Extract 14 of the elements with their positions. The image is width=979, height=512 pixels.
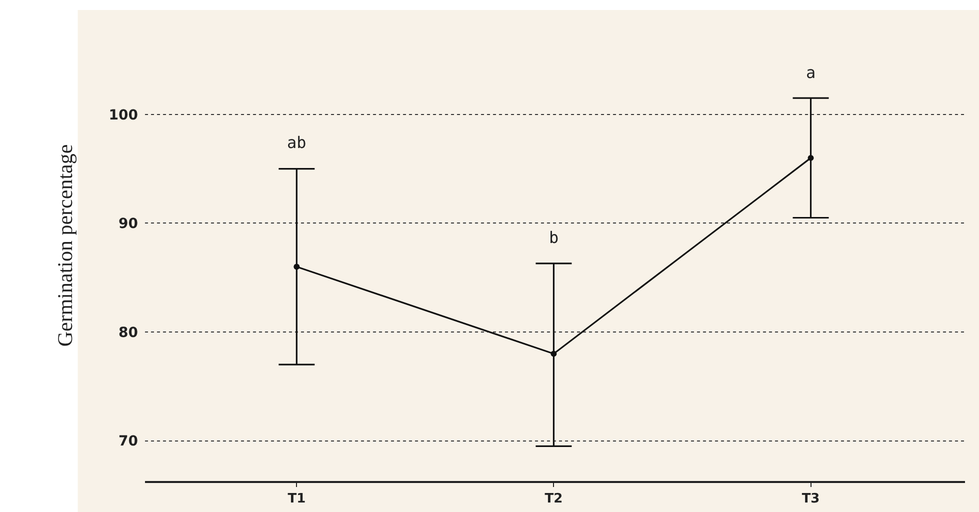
y-tick-label: 90 — [118, 216, 138, 232]
annotation: b — [549, 228, 559, 247]
x-tick-label: T1 — [288, 491, 306, 506]
y-tick-label: 100 — [108, 107, 138, 124]
y-tick-label: 70 — [118, 434, 138, 450]
annotation: a — [806, 63, 816, 82]
point — [294, 264, 300, 270]
y-axis-title: Germination percentage — [52, 144, 77, 347]
y-tick-label: 80 — [118, 324, 138, 341]
x-tick-label: T2 — [544, 491, 563, 506]
x-tick-label: T3 — [802, 491, 820, 506]
point — [550, 350, 557, 357]
point — [808, 154, 814, 161]
annotation: ab — [287, 133, 306, 152]
